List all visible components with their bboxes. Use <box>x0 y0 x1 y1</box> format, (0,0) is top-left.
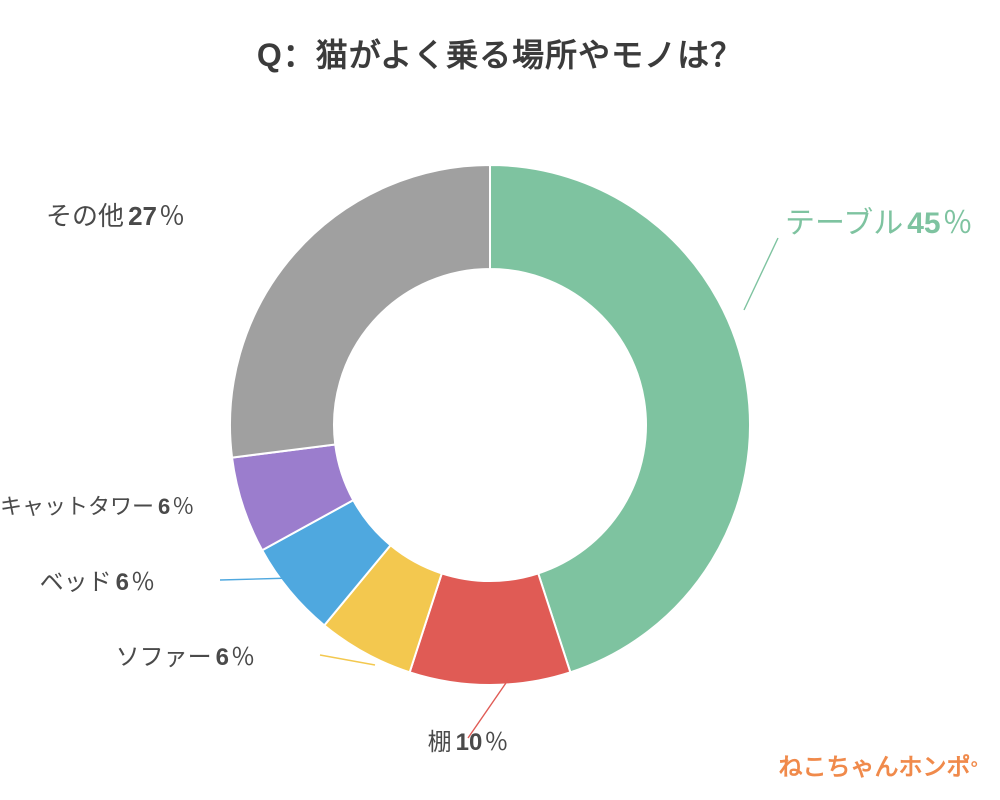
slice-label-2: ソファー6％ <box>0 637 255 672</box>
slice-label-pct: ％ <box>943 207 973 240</box>
slice-label-pct: ％ <box>159 201 185 231</box>
slice-label-value: 27 <box>128 201 157 231</box>
slice-5 <box>230 165 490 458</box>
slice-label-value: 45 <box>907 207 940 240</box>
slice-label-pct: ％ <box>172 494 194 519</box>
chart-stage: { "title": { "text": "Q：猫がよく乗る場所やモノは？", … <box>0 0 1000 800</box>
slice-label-name: キャットタワー <box>0 494 154 519</box>
donut-chart <box>0 0 1000 800</box>
slice-label-name: テーブル <box>785 207 903 240</box>
slice-label-5: その他27％ <box>0 196 185 233</box>
slice-label-pct: ％ <box>131 569 155 596</box>
slice-label-name: ソファー <box>116 644 212 671</box>
slice-label-name: ベッド <box>40 569 112 596</box>
slice-label-3: ベッド6％ <box>0 562 155 597</box>
slice-label-value: 6 <box>116 569 129 596</box>
slice-label-name: 棚 <box>428 729 452 756</box>
slice-label-value: 10 <box>456 729 483 756</box>
slice-label-value: 6 <box>216 644 229 671</box>
brand-logo-superscript: ° <box>971 757 978 778</box>
brand-logo: ねこちゃんホンポ° <box>779 747 978 782</box>
slice-label-name: その他 <box>46 201 124 231</box>
slice-label-1: 棚10％ <box>388 722 548 757</box>
brand-logo-main: ちゃんホンポ <box>827 754 971 781</box>
brand-logo-prefix: ねこ <box>779 754 827 781</box>
slice-label-0: テーブル45％ <box>785 198 973 242</box>
slice-label-pct: ％ <box>484 729 508 756</box>
slice-label-value: 6 <box>158 494 170 519</box>
slice-label-pct: ％ <box>231 644 255 671</box>
slice-label-4: キャットタワー6％ <box>0 489 60 521</box>
